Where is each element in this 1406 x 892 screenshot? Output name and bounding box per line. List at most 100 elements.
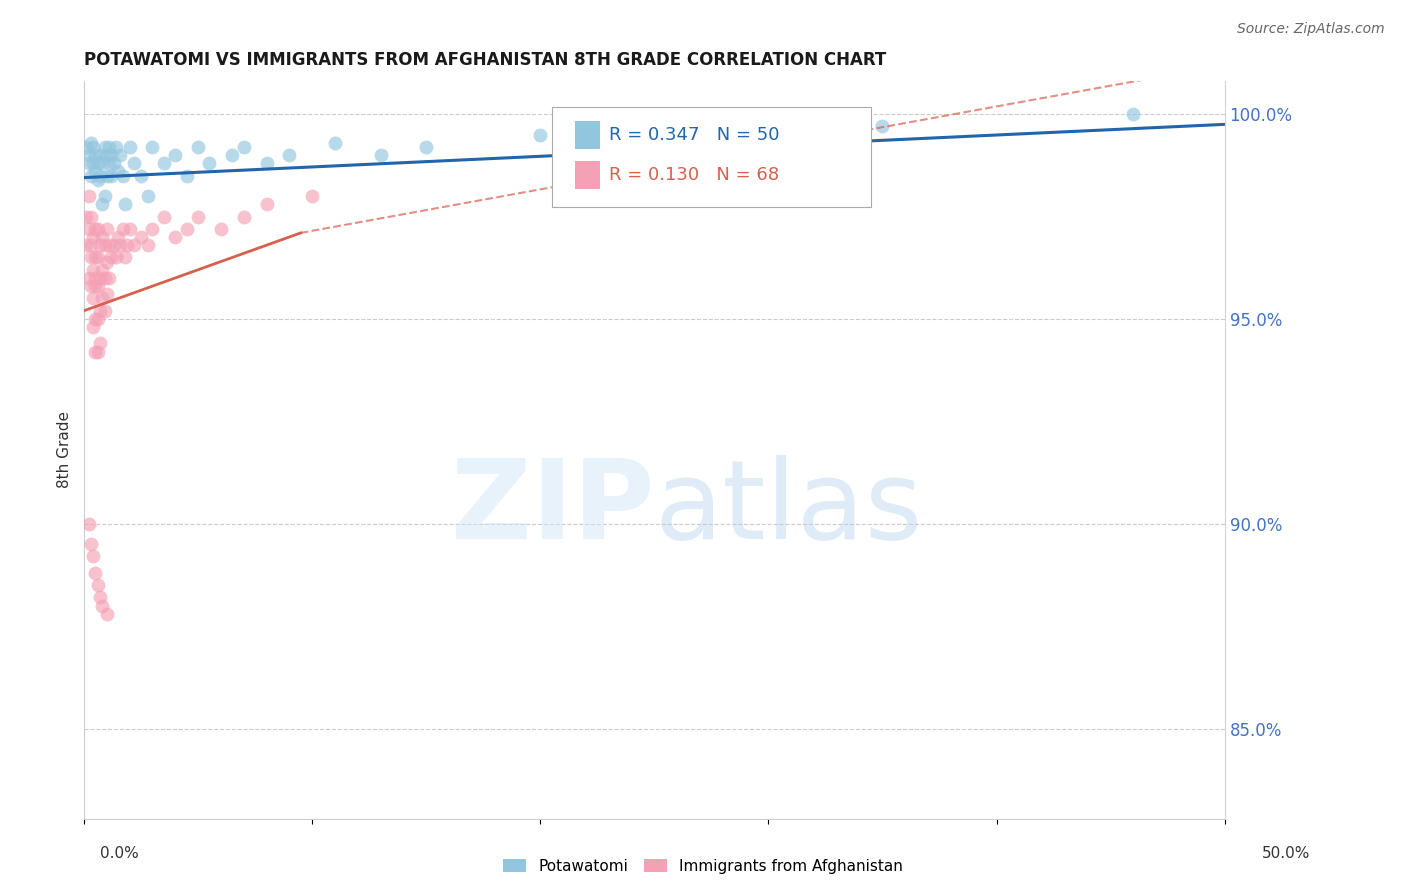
- Point: [80, 136, 103, 150]
- Point: [77, 222, 100, 236]
- Point: [96, 607, 118, 621]
- Point: [89, 591, 111, 605]
- Point: [100, 251, 122, 265]
- Point: [111, 169, 134, 183]
- Point: [165, 148, 187, 162]
- Point: [80, 210, 103, 224]
- Point: [107, 164, 129, 178]
- Point: [89, 303, 111, 318]
- Point: [111, 222, 134, 236]
- Point: [82, 140, 104, 154]
- Point: [91, 197, 114, 211]
- Point: [91, 599, 114, 613]
- Point: [77, 516, 100, 531]
- Point: [98, 271, 121, 285]
- Point: [232, 210, 254, 224]
- Point: [107, 230, 129, 244]
- Text: atlas: atlas: [654, 456, 922, 563]
- Bar: [575, 161, 599, 189]
- FancyBboxPatch shape: [551, 107, 872, 207]
- Y-axis label: 8th Grade: 8th Grade: [58, 411, 72, 489]
- Point: [93, 303, 115, 318]
- Point: [82, 230, 104, 244]
- Point: [110, 238, 132, 252]
- Point: [114, 251, 136, 265]
- Point: [82, 262, 104, 277]
- Point: [872, 120, 894, 134]
- Point: [370, 148, 392, 162]
- Point: [86, 222, 108, 236]
- Point: [91, 230, 114, 244]
- Point: [75, 140, 97, 154]
- Point: [187, 210, 209, 224]
- Text: ZIP: ZIP: [451, 456, 654, 563]
- Point: [82, 292, 104, 306]
- Point: [136, 189, 159, 203]
- Point: [84, 279, 107, 293]
- Point: [529, 128, 551, 142]
- Text: R = 0.347   N = 50: R = 0.347 N = 50: [609, 126, 779, 145]
- Text: Source: ZipAtlas.com: Source: ZipAtlas.com: [1237, 22, 1385, 37]
- Point: [89, 148, 111, 162]
- Point: [301, 189, 323, 203]
- Point: [86, 172, 108, 186]
- Text: 50.0%: 50.0%: [1263, 846, 1310, 861]
- Point: [141, 222, 163, 236]
- Point: [86, 279, 108, 293]
- Point: [98, 156, 121, 170]
- Point: [96, 169, 118, 183]
- Point: [256, 197, 278, 211]
- Point: [82, 549, 104, 564]
- Point: [1122, 107, 1144, 121]
- Point: [323, 136, 346, 150]
- Point: [77, 156, 100, 170]
- Point: [91, 292, 114, 306]
- Point: [89, 336, 111, 351]
- Point: [232, 140, 254, 154]
- Point: [98, 140, 121, 154]
- Point: [110, 148, 132, 162]
- Point: [77, 148, 100, 162]
- Point: [122, 156, 145, 170]
- Point: [256, 156, 278, 170]
- Point: [415, 140, 437, 154]
- Point: [80, 251, 103, 265]
- Point: [84, 344, 107, 359]
- Point: [96, 287, 118, 301]
- Point: [103, 238, 125, 252]
- Point: [100, 169, 122, 183]
- Point: [86, 156, 108, 170]
- Point: [117, 238, 139, 252]
- Point: [80, 169, 103, 183]
- Point: [165, 230, 187, 244]
- Point: [75, 238, 97, 252]
- Point: [153, 156, 176, 170]
- Point: [136, 238, 159, 252]
- Point: [84, 222, 107, 236]
- Point: [129, 169, 152, 183]
- Point: [198, 156, 221, 170]
- Point: [86, 344, 108, 359]
- Point: [176, 169, 198, 183]
- Point: [77, 271, 100, 285]
- Point: [93, 140, 115, 154]
- Point: [666, 136, 689, 150]
- Point: [93, 271, 115, 285]
- Point: [77, 189, 100, 203]
- Point: [176, 222, 198, 236]
- Point: [89, 169, 111, 183]
- Point: [153, 210, 176, 224]
- Point: [141, 140, 163, 154]
- Point: [80, 279, 103, 293]
- Point: [91, 262, 114, 277]
- Point: [103, 156, 125, 170]
- Text: POTAWATOMI VS IMMIGRANTS FROM AFGHANISTAN 8TH GRADE CORRELATION CHART: POTAWATOMI VS IMMIGRANTS FROM AFGHANISTA…: [84, 51, 886, 69]
- Point: [84, 164, 107, 178]
- Point: [118, 140, 141, 154]
- Text: R = 0.130   N = 68: R = 0.130 N = 68: [609, 166, 779, 184]
- Point: [114, 197, 136, 211]
- Point: [91, 156, 114, 170]
- Point: [187, 140, 209, 154]
- Point: [84, 271, 107, 285]
- Point: [118, 222, 141, 236]
